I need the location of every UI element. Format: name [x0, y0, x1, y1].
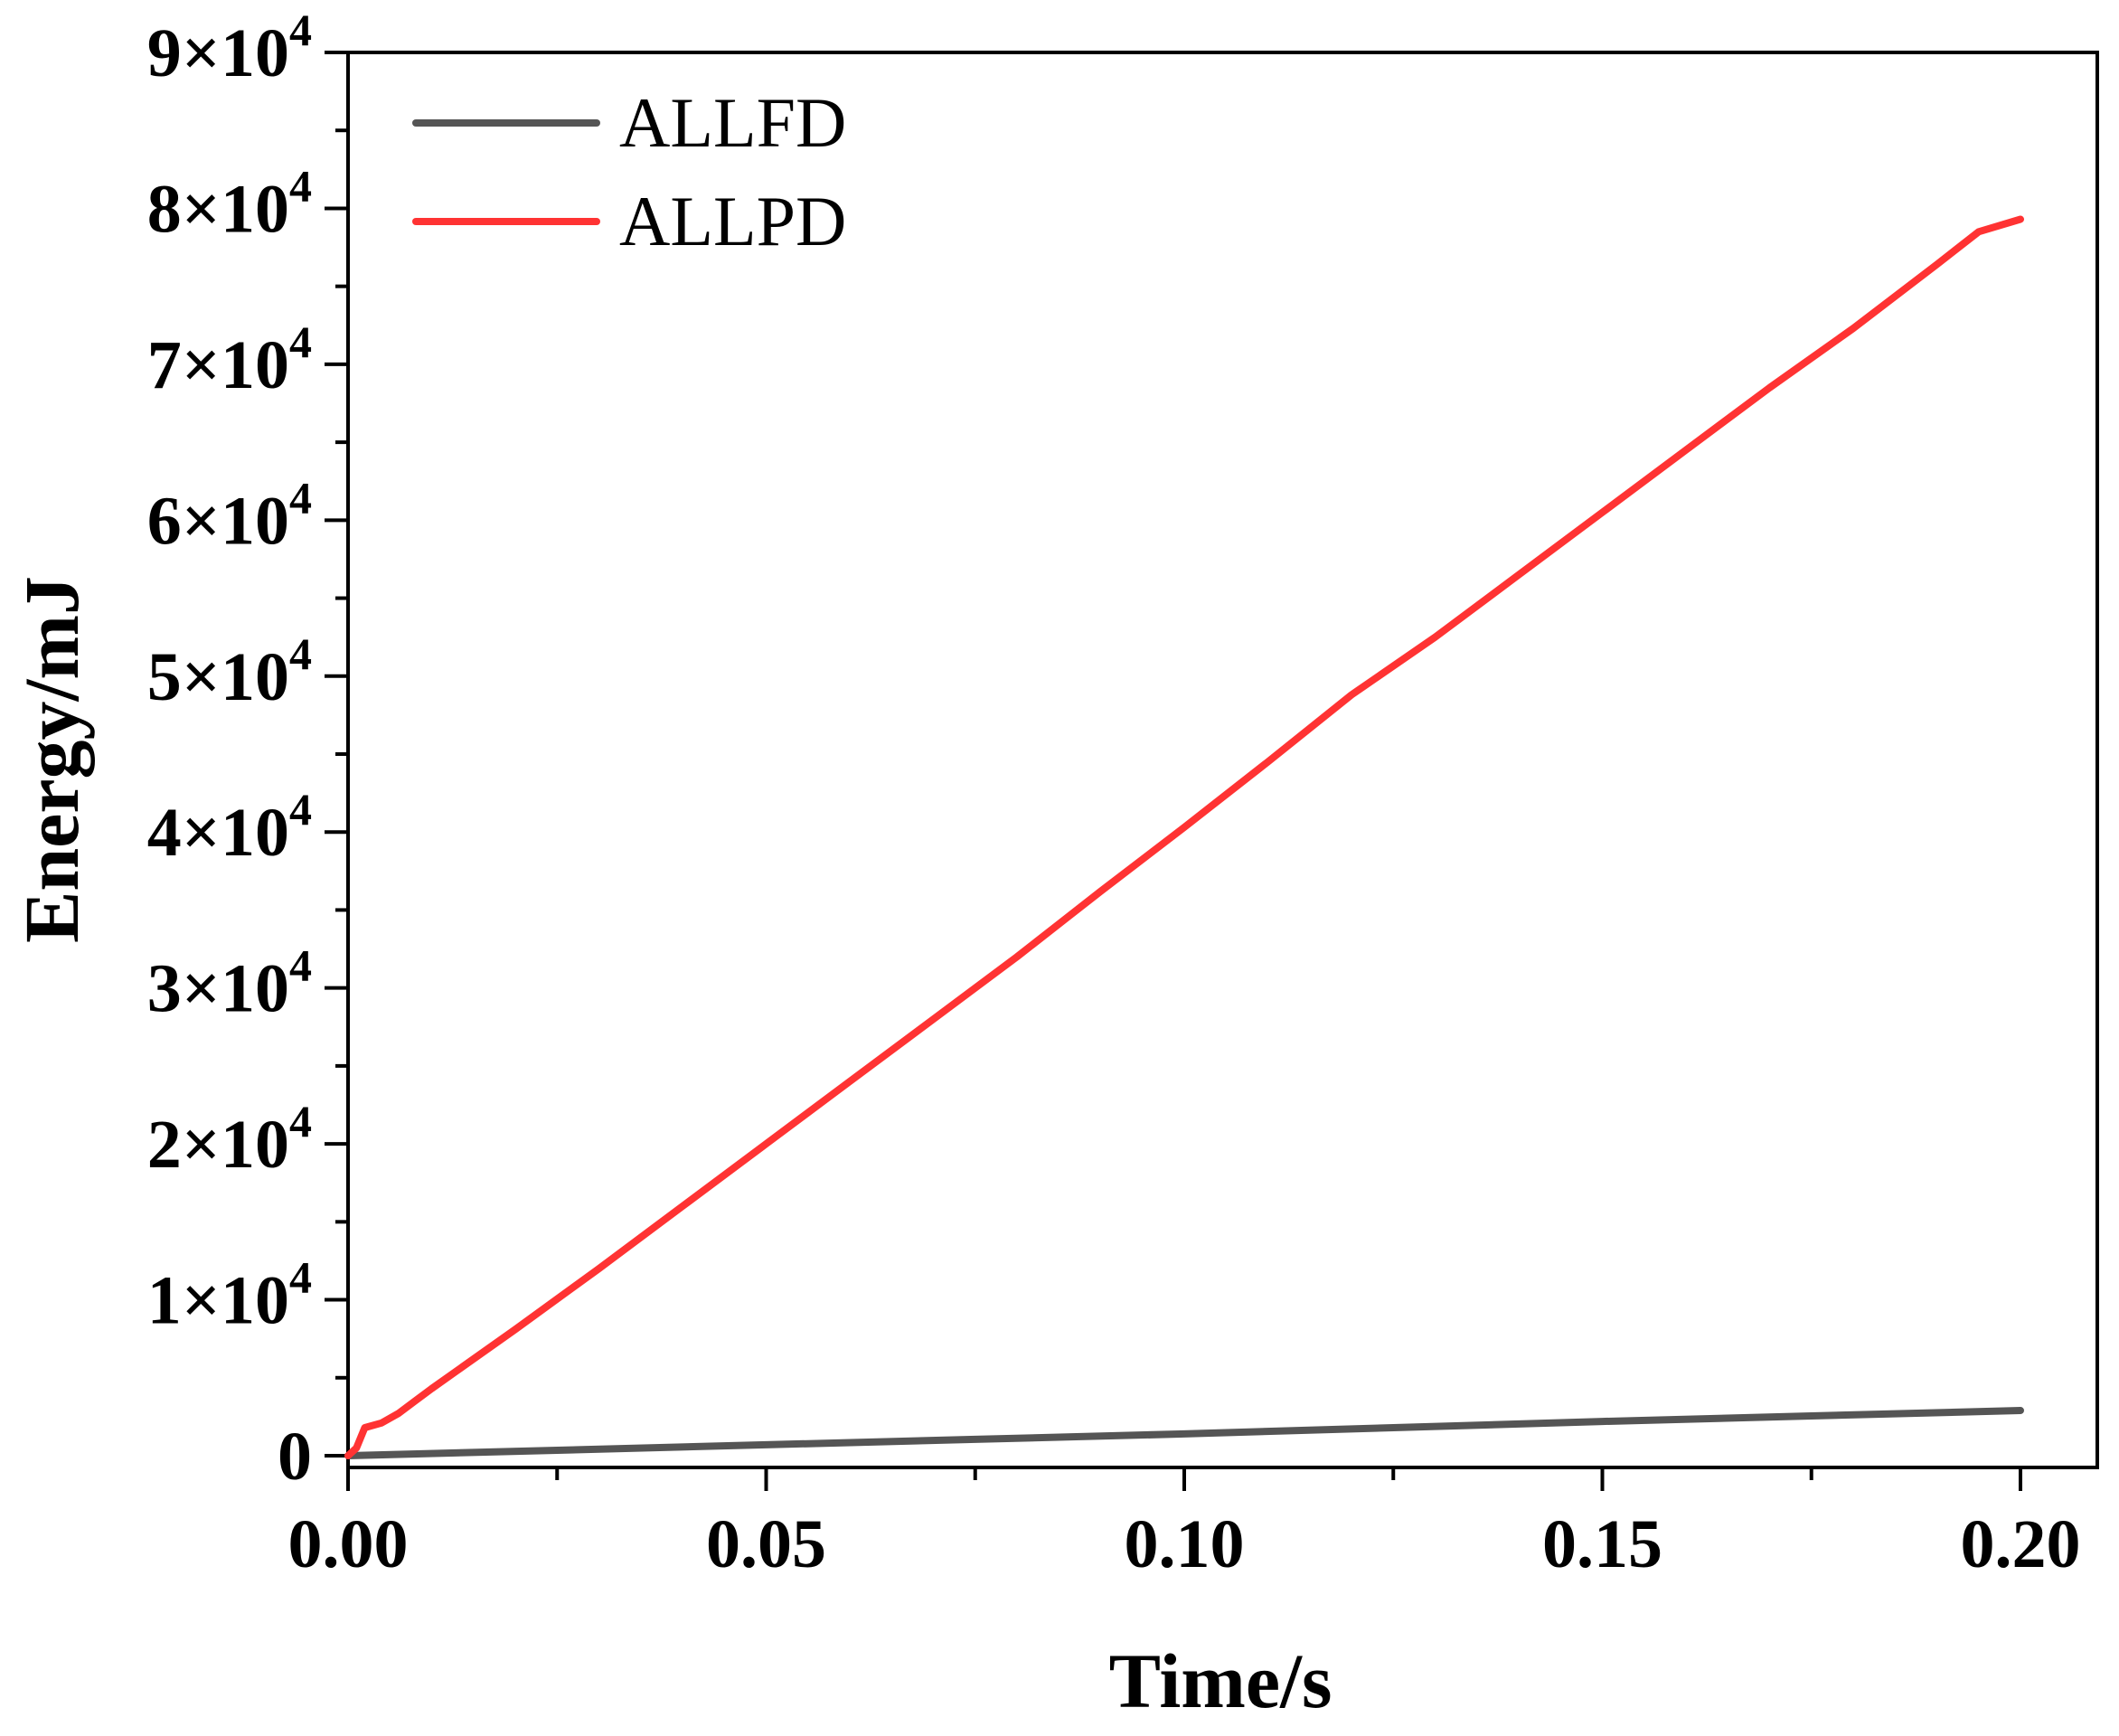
- series-line-allfd: [344, 1407, 2024, 1459]
- y-tick-label: 5×104: [147, 628, 312, 715]
- x-tick-label: 0.15: [1542, 1506, 1662, 1582]
- legend-label-allfd: ALLFD: [619, 83, 846, 162]
- x-tick-label: 0.00: [288, 1506, 409, 1582]
- series-line-allpd: [344, 215, 2024, 1459]
- y-axis-title: Energy/mJ: [8, 576, 95, 943]
- y-tick-label: 0: [278, 1419, 312, 1495]
- y-axis-tick-labels: 0 1×104 2×104 3×104 4×104 5×104 6×104 7×104 8×10…: [147, 5, 312, 1495]
- x-tick-label: 0.05: [706, 1506, 826, 1582]
- y-tick-label: 8×104: [147, 160, 312, 247]
- legend-label-allpd: ALLPD: [619, 182, 846, 260]
- y-tick-label: 3×104: [147, 940, 312, 1027]
- y-tick-label: 4×104: [147, 784, 312, 871]
- y-tick-label: 1×104: [147, 1252, 312, 1339]
- y-tick-label: 2×104: [147, 1096, 312, 1183]
- x-axis-tick-labels: 0.00 0.05 0.10 0.15 0.20: [288, 1506, 2081, 1582]
- y-tick-label: 9×104: [147, 5, 312, 91]
- x-axis-ticks: [346, 1467, 2022, 1491]
- legend: ALLFD ALLPD: [412, 83, 846, 260]
- y-axis-ticks: [325, 51, 348, 1458]
- plot-frame: [346, 51, 2099, 1469]
- x-tick-label: 0.10: [1125, 1506, 1245, 1582]
- series-lines: [344, 215, 2024, 1459]
- x-axis-title: Time/s: [1109, 1637, 1333, 1724]
- x-tick-label: 0.20: [1961, 1506, 2081, 1582]
- y-tick-label: 7×104: [147, 316, 312, 403]
- plot-area: [346, 51, 2099, 1469]
- y-tick-label: 6×104: [147, 472, 312, 559]
